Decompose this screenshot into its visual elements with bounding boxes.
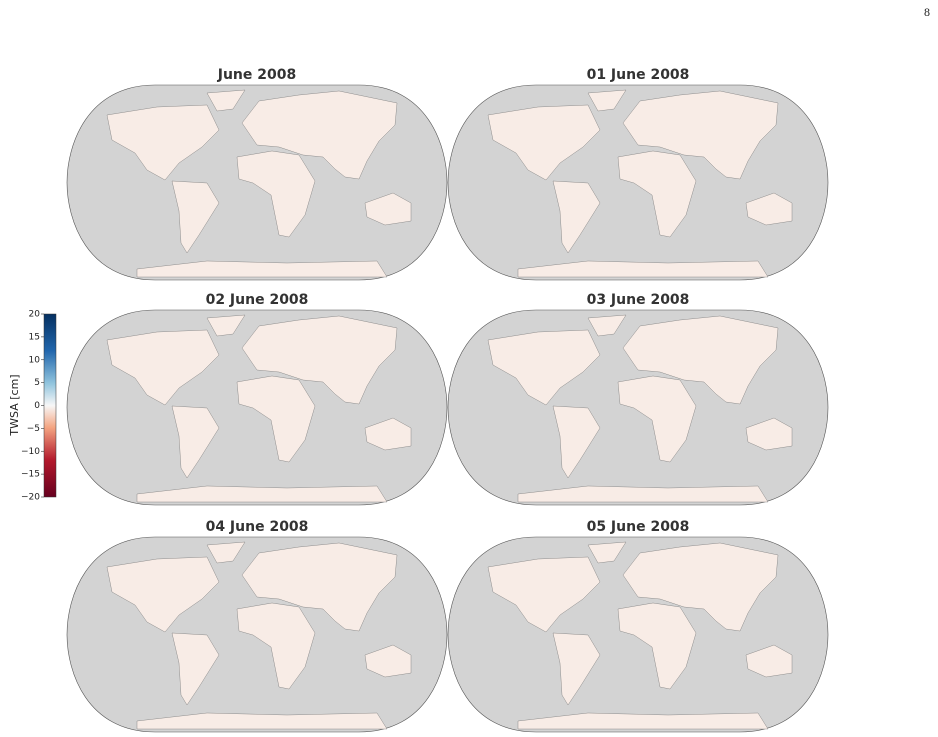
colorbar-tick-label: −10	[21, 447, 40, 457]
panel-title: 05 June 2008	[587, 519, 690, 535]
panel-title: June 2008	[217, 67, 296, 83]
colorbar	[43, 313, 57, 498]
colorbar-tick-label: 10	[29, 355, 41, 365]
panel-title: 01 June 2008	[587, 67, 690, 83]
colorbar-tick-label: 5	[34, 378, 40, 388]
map	[67, 537, 447, 732]
map	[448, 310, 828, 505]
colorbar-tick-label: −15	[21, 470, 40, 480]
panel-title: 04 June 2008	[206, 519, 309, 535]
map	[67, 310, 447, 505]
panel-title: 02 June 2008	[206, 292, 309, 308]
colorbar-tick-label: 15	[29, 332, 40, 342]
colorbar-tick-label: −5	[27, 424, 40, 434]
colorbar-tick-label: 0	[34, 401, 40, 411]
colorbar-tick-label: 20	[29, 310, 41, 320]
colorbar-tick-label: −20	[21, 493, 40, 503]
map	[448, 537, 828, 732]
map	[67, 85, 447, 280]
page-number: 8	[924, 5, 930, 19]
map	[448, 85, 828, 280]
panel-title: 03 June 2008	[587, 292, 690, 308]
colorbar-label: TWSA [cm]	[8, 374, 21, 436]
